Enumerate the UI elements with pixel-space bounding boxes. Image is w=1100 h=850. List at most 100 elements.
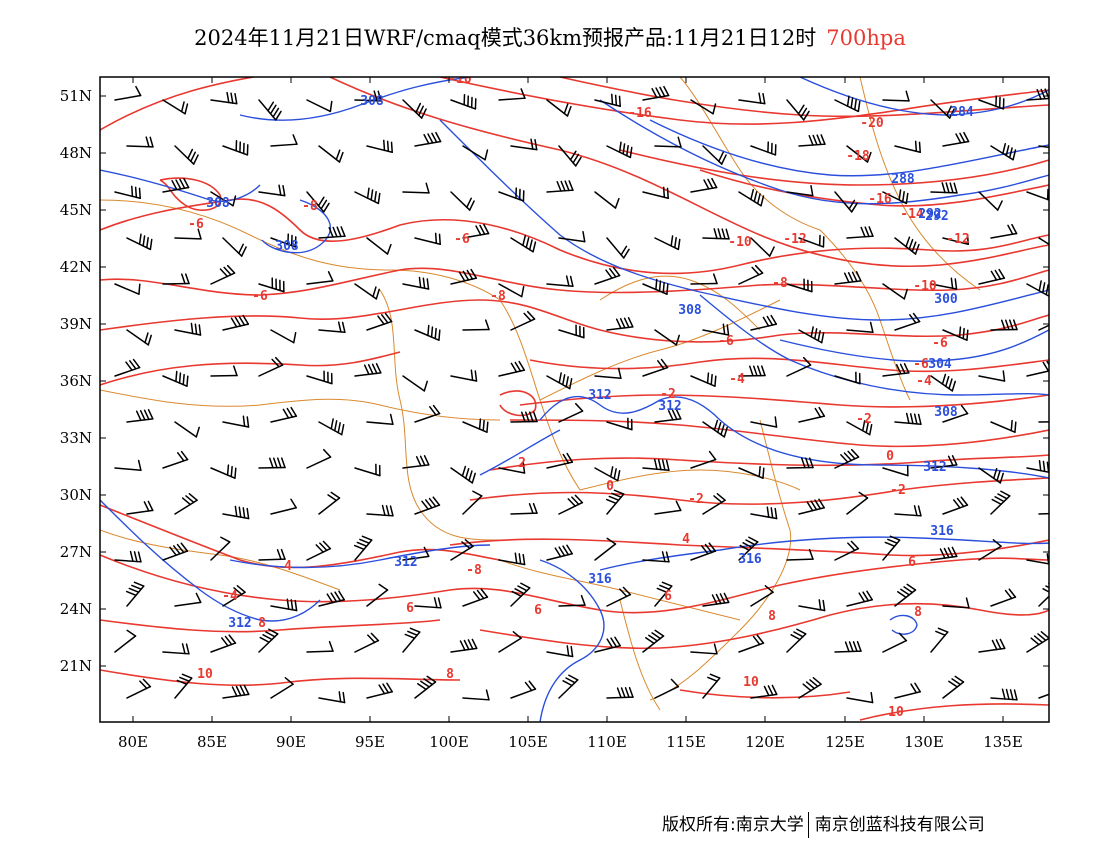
wind-barb (258, 99, 282, 121)
wind-barb (594, 191, 620, 209)
temperature-isoline (619, 149, 1049, 186)
lon-tick-label: 80E (118, 733, 148, 751)
wind-barb (894, 412, 922, 426)
wind-barb (606, 237, 630, 259)
temperature-value-label: -12 (946, 232, 969, 247)
wind-barb (366, 413, 394, 426)
wind-barb (498, 88, 526, 101)
wind-barb (702, 228, 730, 240)
wind-barb (654, 409, 682, 423)
wind-barb (942, 131, 970, 147)
wind-barb (462, 145, 489, 161)
wind-barb (738, 634, 765, 653)
temperature-value-label: -6 (252, 289, 268, 304)
wind-barb (1038, 237, 1049, 246)
wind-barb (978, 95, 1005, 110)
wind-barb (222, 140, 249, 156)
temperature-labels: -10-16-20-18-16-14-12 -12-10-10-8-8-8-6-6… (188, 77, 970, 720)
wind-barb (606, 417, 633, 431)
lat-tick-label: 21N (60, 657, 92, 675)
wind-barb (798, 677, 822, 699)
wind-barbs (114, 85, 1049, 704)
temperature-value-label: 6 (406, 601, 414, 616)
wind-barb (366, 682, 393, 699)
wind-barb (270, 498, 297, 515)
wind-barb (594, 537, 617, 561)
wind-barb (510, 680, 537, 699)
temperature-isoline (100, 77, 258, 131)
wind-barb (882, 90, 910, 102)
wind-barb (114, 629, 137, 653)
wind-barb (258, 277, 285, 293)
wind-barb (498, 462, 526, 474)
wind-barb (690, 372, 717, 387)
wind-barb (606, 317, 634, 331)
temperature-value-label: -16 (628, 106, 652, 121)
temperature-isoline (519, 394, 1049, 408)
geopotential-isoline (649, 119, 1049, 177)
wind-barb (354, 90, 382, 102)
wind-barb (498, 187, 525, 202)
wind-barb (126, 500, 154, 515)
height-value-label: 316 (930, 524, 954, 539)
wind-barb (738, 264, 764, 285)
temperature-value-label: -2 (890, 483, 906, 498)
lat-tick-label: 51N (60, 87, 92, 105)
temperature-value-label: 4 (284, 559, 292, 574)
wind-barb (798, 134, 826, 147)
wind-barb (510, 582, 531, 607)
height-value-label: 292 (925, 209, 948, 224)
wind-barb (654, 581, 673, 607)
wind-barb (990, 490, 1011, 515)
wind-barb (270, 677, 294, 699)
wind-barb (642, 358, 669, 377)
lon-tick-label: 100E (429, 733, 469, 751)
wind-barb (990, 319, 1018, 331)
temperature-isoline (479, 602, 1049, 650)
wind-barb (114, 358, 141, 377)
lon-tick-label: 130E (904, 733, 944, 751)
wind-barb (306, 99, 333, 113)
wind-barb (642, 458, 670, 472)
wind-barb (846, 145, 872, 163)
geopotential-isoline (699, 294, 1049, 396)
wind-barb (498, 552, 526, 566)
wind-barb (546, 372, 573, 390)
temperature-value-label: -12 (783, 232, 806, 247)
temperature-value-label: 8 (914, 605, 922, 620)
wind-barb (642, 186, 669, 200)
wind-barb (174, 228, 202, 240)
wind-barb (654, 329, 680, 346)
wind-barb (366, 237, 392, 255)
temperature-value-label: 6 (534, 603, 542, 618)
wind-barb (930, 546, 958, 561)
temperature-value-label: -8 (772, 276, 788, 291)
lat-tick-label: 33N (60, 429, 92, 447)
wind-barb (450, 191, 475, 211)
boundary-line (739, 419, 792, 631)
temperature-value-label: -6 (188, 217, 204, 232)
wind-barb (270, 406, 298, 423)
wind-barb (354, 463, 381, 477)
temperature-isoline (859, 703, 1049, 721)
wind-barb (402, 276, 430, 290)
wind-barb (846, 420, 873, 436)
wind-barb (942, 597, 970, 609)
wind-barb (990, 223, 1018, 239)
wind-barb (114, 283, 141, 295)
wind-barb (558, 594, 586, 607)
height-value-label: 288 (891, 172, 915, 187)
lat-tick-label: 39N (60, 315, 92, 333)
wind-barb (594, 466, 621, 482)
latitude-labels: 51N 48N 45N 42N 39N 36N 33N 30N 27N 24N 21N (60, 87, 92, 675)
wind-barb (354, 283, 380, 300)
wind-barb (174, 145, 199, 165)
wind-barb (654, 136, 682, 148)
height-value-label: 316 (588, 572, 612, 587)
geopotential-isoline (229, 544, 491, 569)
wind-barb (846, 590, 873, 607)
wind-barb (654, 500, 682, 515)
wind-barb (894, 312, 921, 331)
wind-barb (978, 191, 1003, 211)
